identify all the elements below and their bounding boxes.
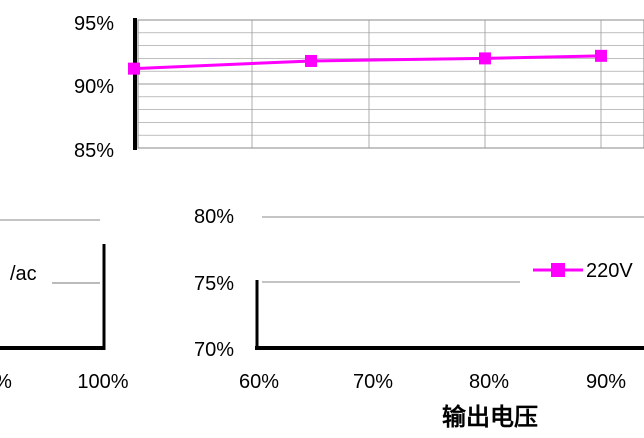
bottom-xtick-80: 80% — [469, 371, 509, 393]
legend: 220V — [533, 260, 633, 282]
top-gridlines — [138, 20, 644, 148]
bottom-xtick-70: 70% — [353, 371, 393, 393]
left-xtick-edge: % — [0, 371, 12, 393]
data-point-220v-3 — [479, 52, 491, 65]
left-legend-fragment: /ac — [10, 263, 37, 285]
legend-label-220v: 220V — [586, 260, 633, 282]
left-partial-chart: /ac 100% % — [0, 219, 129, 393]
bottom-ytick-70: 70% — [194, 339, 234, 361]
data-point-220v-1 — [128, 62, 140, 75]
series-line-220v — [133, 54, 602, 71]
legend-marker-220v — [551, 263, 565, 277]
data-point-220v-4 — [595, 49, 607, 62]
bottom-xtick-90: 90% — [586, 371, 626, 393]
data-point-220v-2 — [305, 54, 317, 67]
top-ytick-90: 90% — [74, 76, 114, 98]
left-xtick-100: 100% — [77, 371, 128, 393]
bottom-xtick-60: 60% — [239, 371, 279, 393]
bottom-ytick-75: 75% — [194, 273, 234, 295]
top-ytick-95: 95% — [74, 13, 114, 35]
top-ytick-85: 85% — [74, 140, 114, 162]
bottom-ytick-80: 80% — [194, 206, 234, 228]
x-axis-title: 输出电压 — [442, 403, 538, 431]
top-series-220v — [128, 49, 607, 75]
top-efficiency-chart: 95% 90% 85% — [74, 13, 644, 162]
bottom-efficiency-chart: 80% 75% 70% 60% 70% 80% 90% 输出电压 220V — [194, 206, 644, 431]
bottom-xticks: 60% 70% 80% 90% — [239, 371, 626, 393]
